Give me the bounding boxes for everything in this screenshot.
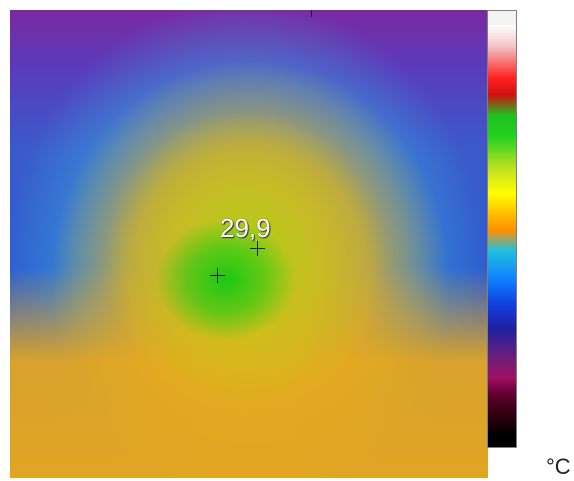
color-scale-bottom-cap bbox=[488, 433, 516, 447]
temperature-color-scale bbox=[487, 10, 517, 448]
hot-spot-temperature-label: 29,9 bbox=[220, 213, 271, 243]
color-scale-gradient bbox=[488, 25, 516, 435]
thermal-image: 29,9 bbox=[10, 10, 488, 478]
measure-point-crosshair-icon bbox=[210, 268, 225, 283]
temperature-unit-label: °C bbox=[546, 454, 571, 479]
color-scale-top-cap bbox=[488, 11, 516, 26]
min-temperature-crosshair-icon bbox=[304, 10, 319, 17]
max-temperature-crosshair-icon bbox=[250, 241, 265, 256]
